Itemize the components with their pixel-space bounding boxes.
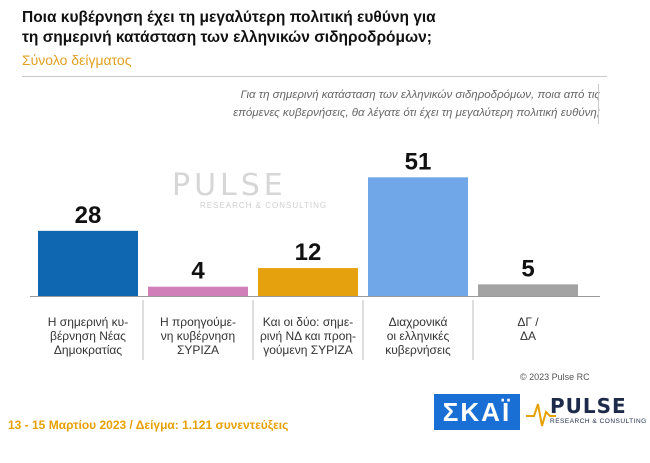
bar-value-label: 4 — [191, 258, 205, 285]
watermark-text: PULSE — [172, 168, 287, 203]
bar-5 — [478, 284, 578, 296]
category-label: Η σημερινή κυ-βέρνηση Νέας Δημοκρατίας — [48, 315, 128, 357]
title-line-1: Ποια κυβέρνηση έχει τη μεγαλύτερη πολιτι… — [22, 9, 436, 26]
category-label: Διαχρονικά οι ελληνικές κυβερνήσεις — [385, 315, 451, 357]
bar-2 — [148, 286, 248, 296]
copyright: © 2023 Pulse RC — [520, 372, 590, 382]
pulse-watermark: PULSE RESEARCH & CONSULTING — [172, 168, 327, 210]
pulse-logo: PULSE RESEARCH & CONSULTING — [526, 394, 647, 427]
chart-title: Ποια κυβέρνηση έχει τη μεγαλύτερη πολιτι… — [22, 8, 542, 48]
bar-value-label: 51 — [405, 148, 432, 175]
question-line-2: επόμενες κυβερνήσεις, θα λέγατε ότι έχει… — [233, 107, 600, 119]
question-line-1: Για τη σημερινή κατάσταση των ελληνικών … — [240, 89, 600, 101]
pulse-wave-icon — [526, 403, 556, 427]
survey-footer: 13 - 15 Μαρτίου 2023 / Δείγμα: 1.121 συν… — [8, 418, 289, 432]
survey-question: Για τη σημερινή κατάσταση των ελληνικών … — [190, 86, 600, 122]
watermark-subtext: RESEARCH & CONSULTING — [200, 201, 328, 210]
skai-logo: ΣΚΑΪ — [434, 394, 520, 430]
bar-1 — [38, 230, 138, 296]
bar-value-label: 12 — [295, 239, 322, 266]
category-label: Και οι δύο: σημε-ρινή ΝΔ και προη-γούμεν… — [260, 315, 356, 357]
category-label: Η προηγούμε-νη κυβέρνηση ΣΥΡΙΖΑ — [160, 315, 236, 357]
bar-3 — [258, 268, 358, 296]
title-line-2: τη σημερινή κατάσταση των ελληνικών σιδη… — [22, 29, 432, 46]
question-bracket — [598, 84, 599, 124]
pulse-logo-text: PULSE — [550, 394, 627, 418]
chart-subtitle: Σύνολο δείγματος — [22, 52, 132, 68]
pulse-logo-subtext: RESEARCH & CONSULTING — [550, 418, 647, 425]
bar-4 — [368, 177, 468, 296]
divider — [22, 76, 607, 77]
category-label: ΔΓ / ΔΑ — [517, 315, 539, 343]
bar-value-label: 28 — [75, 202, 102, 229]
bar-value-label: 5 — [521, 255, 534, 282]
